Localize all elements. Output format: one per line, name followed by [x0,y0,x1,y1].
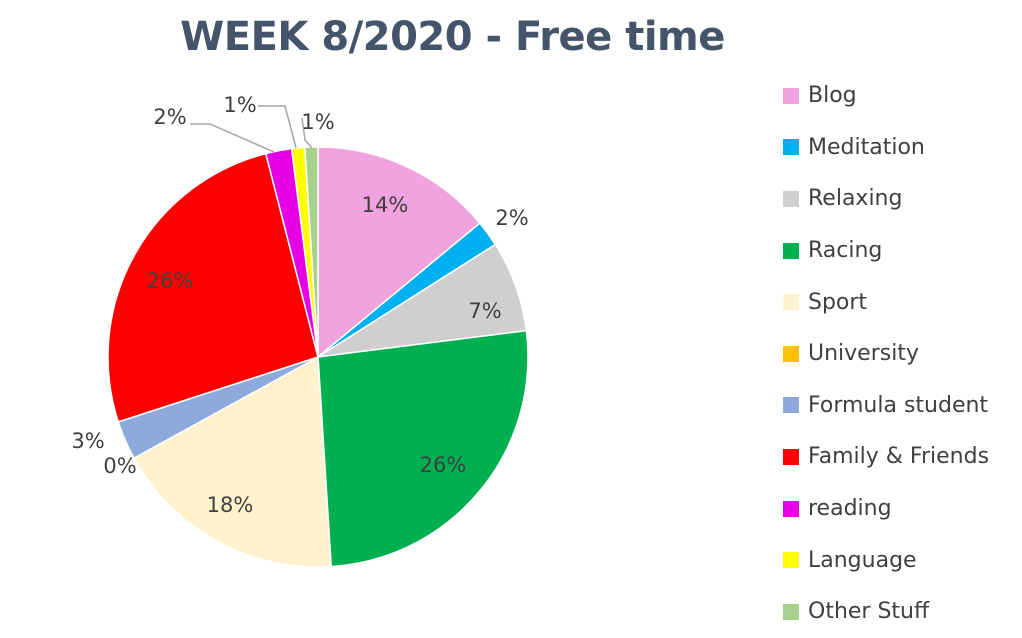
legend-label: Language [808,547,917,573]
legend-item-family-friends: Family & Friends [783,431,989,483]
data-label-meditation: 2% [495,206,528,230]
leader-line-reading [190,123,275,153]
legend-swatch [783,448,799,465]
slice-family-friends [107,152,319,423]
legend-label: Family & Friends [808,444,990,470]
data-label-formula-student: 3% [71,429,104,453]
data-label-relaxing: 7% [468,299,501,323]
legend-swatch [783,242,799,259]
chart-title: WEEK 8/2020 - Free time [180,14,725,60]
legend-swatch [783,87,799,104]
legend-swatch [783,397,799,414]
legend-item-formula-student: Formula student [783,380,989,432]
data-label-other-stuff: 1% [301,110,334,134]
legend-label: Blog [808,83,857,109]
data-label-university: 0% [103,454,136,478]
legend-swatch [783,552,799,569]
slice-blog [317,146,481,359]
legend-label: reading [808,496,892,522]
legend-item-language: Language [783,534,989,586]
data-label-blog: 14% [362,193,409,217]
legend-item-meditation: Meditation [783,122,989,174]
legend-item-racing: Racing [783,225,989,277]
legend-label: Formula student [808,392,989,418]
leader-line-language [258,105,297,149]
legend-swatch [783,345,799,362]
data-label-sport: 18% [207,493,254,517]
legend-item-reading: reading [783,483,989,535]
legend-item-sport: Sport [783,276,989,328]
legend-swatch [783,190,799,207]
legend-swatch [783,603,799,620]
data-label-reading: 2% [153,105,186,129]
legend-item-relaxing: Relaxing [783,173,989,225]
legend-label: Relaxing [808,186,903,212]
legend-label: Meditation [808,134,925,160]
legend-swatch [783,500,799,517]
legend-label: University [808,341,919,367]
legend-swatch [783,294,799,311]
legend-item-blog: Blog [783,70,989,122]
slice-racing [317,329,529,568]
legend-label: Other Stuff [808,599,930,625]
legend-label: Sport [808,289,868,315]
legend: Blog Meditation Relaxing Racing Sport Univers… [783,70,989,638]
legend-item-other-stuff: Other Stuff [783,586,989,638]
data-label-family-friends: 26% [147,269,194,293]
legend-swatch [783,139,799,156]
data-label-language: 1% [223,93,256,117]
legend-item-university: University [783,328,989,380]
leader-line-other-stuff [301,117,313,149]
data-label-racing: 26% [420,453,467,477]
slice-sport [132,355,332,568]
legend-label: Racing [808,238,883,264]
